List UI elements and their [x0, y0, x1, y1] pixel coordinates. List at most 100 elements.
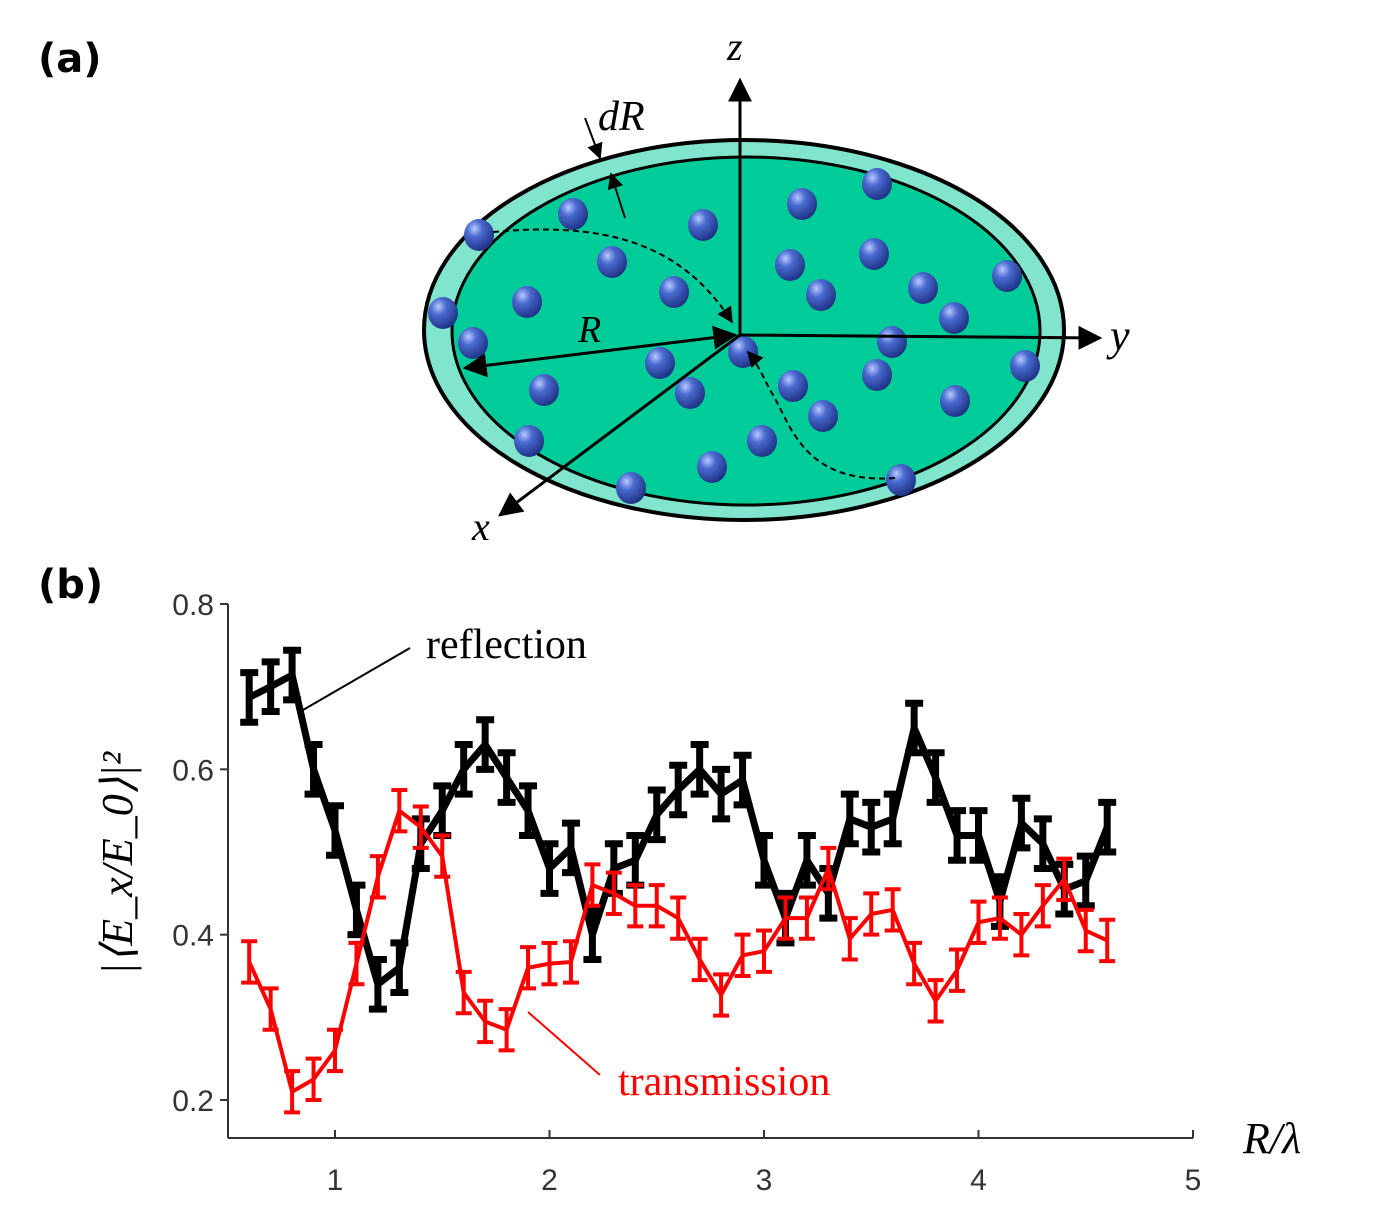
shell-arrow-inner	[607, 172, 626, 219]
particle-sphere	[697, 451, 727, 483]
reflection-error-bar	[712, 765, 731, 823]
y-tick-label: 0.8	[172, 589, 214, 622]
reflection-error-bar	[476, 716, 495, 773]
reflection-error-bar	[819, 865, 838, 922]
reflection-error-bar	[862, 798, 881, 856]
x-tick-label: 4	[970, 1164, 987, 1197]
legend-transmission: transmission	[618, 1059, 830, 1105]
reflection-error-bar	[1098, 798, 1117, 856]
transmission-error-bar	[820, 845, 837, 892]
transmission-error-bar	[605, 870, 622, 916]
transmission-error-bar	[562, 939, 579, 985]
reflection-error-bar	[540, 840, 559, 897]
x-axis-title: R/λ	[1242, 1114, 1301, 1163]
transmission-error-bar	[541, 940, 558, 987]
x-tick-label: 3	[756, 1164, 773, 1197]
reflection-error-bar	[905, 699, 924, 757]
transmission-error-bar	[841, 916, 858, 962]
transmission-line	[247, 808, 1109, 1094]
particle-sphere	[1010, 350, 1040, 382]
particle-sphere	[458, 327, 488, 359]
radius-label: R	[577, 309, 601, 351]
particle-sphere	[778, 370, 808, 402]
y-tick-label: 0.2	[172, 1085, 214, 1118]
transmission-error-bar	[756, 928, 772, 974]
reflection-error-bar	[1033, 815, 1052, 873]
particle-sphere	[806, 279, 836, 311]
transmission-error-bar	[734, 932, 751, 978]
reflection-error-bar	[519, 782, 538, 839]
legend-reflection: reflection	[426, 622, 587, 668]
reflection-error-bar	[669, 761, 688, 819]
transmission-error-bar	[455, 969, 472, 1016]
transmission-error-bar	[949, 947, 966, 993]
transmission-error-bar	[627, 883, 644, 929]
particle-sphere	[529, 374, 559, 406]
reflection-error-bar	[283, 646, 302, 704]
series-transmission	[241, 788, 1116, 1115]
transmission-error-bar	[777, 895, 794, 941]
z-axis-label: z	[726, 24, 743, 69]
y-tick-label: 0.6	[172, 754, 214, 787]
particle-sphere	[428, 297, 458, 329]
shell-thickness-label: dR	[598, 94, 645, 140]
panel-b-label: (b)	[38, 562, 104, 608]
particle-sphere	[675, 377, 705, 409]
particle-sphere	[992, 260, 1022, 292]
reflection-error-bar	[368, 955, 387, 1013]
reflection-error-bar	[240, 669, 259, 726]
transmission-error-bar	[477, 998, 494, 1045]
reflection-error-bar	[454, 741, 473, 798]
particle-sphere	[862, 359, 892, 391]
transmission-error-bar	[1099, 917, 1116, 964]
transmission-callout-line	[527, 1011, 601, 1076]
reflection-error-bar	[690, 741, 709, 798]
transmission-error-bar	[391, 788, 408, 834]
transmission-error-bar	[906, 940, 923, 987]
transmission-error-bar	[262, 986, 279, 1032]
reflection-error-bar	[1012, 794, 1031, 852]
reflection-error-bar	[990, 873, 1009, 930]
particle-sphere	[747, 425, 777, 457]
reflection-error-bar	[561, 819, 580, 877]
transmission-error-bar	[1056, 856, 1073, 902]
transmission-error-bar	[520, 945, 537, 991]
transmission-error-bar	[863, 891, 880, 937]
reflection-error-bar	[433, 782, 452, 839]
x-tick-label: 2	[541, 1164, 558, 1197]
transmission-error-bar	[584, 862, 601, 908]
panel-a-label: (a)	[38, 36, 102, 82]
reflection-error-bar	[261, 658, 280, 715]
transmission-error-bar	[670, 895, 687, 941]
particle-sphere	[787, 188, 817, 220]
reflection-error-bar	[326, 802, 344, 859]
transmission-error-bar	[369, 854, 386, 900]
reflection-error-bar	[755, 831, 773, 889]
reflection-error-bar	[411, 815, 430, 873]
particle-sphere	[659, 276, 689, 308]
y-tick-label: 0.4	[172, 920, 214, 953]
series-reflection	[240, 646, 1117, 1013]
particle-sphere	[808, 400, 838, 432]
transmission-error-bar	[434, 833, 451, 879]
particle-sphere	[862, 168, 892, 200]
transmission-error-bar	[1034, 883, 1051, 929]
particle-sphere	[939, 302, 969, 334]
transmission-error-bar	[327, 1027, 343, 1074]
inner-disk	[450, 155, 1042, 507]
reflection-error-bar	[969, 807, 988, 864]
transmission-error-bar	[498, 1007, 515, 1053]
transmission-error-bar	[884, 887, 901, 933]
particle-sphere	[859, 238, 889, 270]
transmission-error-bar	[970, 899, 987, 945]
particle-sphere	[886, 464, 916, 496]
transmission-error-bar	[927, 978, 944, 1024]
reflection-error-bar	[647, 786, 666, 844]
particle-sphere	[908, 272, 938, 304]
particle-sphere	[940, 385, 970, 417]
transmission-error-bar	[305, 1056, 322, 1102]
reflection-line	[247, 671, 1111, 988]
reflection-error-bar	[840, 790, 859, 848]
radius-arrow	[462, 325, 738, 378]
reflection-error-bar	[883, 790, 902, 848]
